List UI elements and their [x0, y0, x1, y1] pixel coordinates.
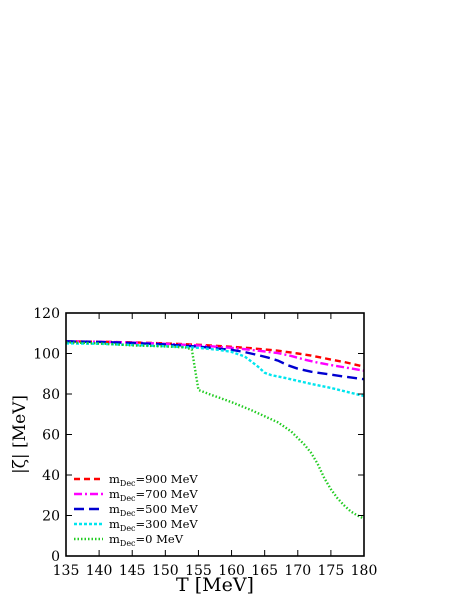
x-tick-label: 135 — [53, 563, 80, 579]
series-line-1 — [66, 340, 364, 372]
legend-label-4: mDec=0 MeV — [109, 532, 184, 548]
y-tick-label: 120 — [33, 306, 60, 322]
series-layer — [66, 340, 364, 520]
y-tick-label: 100 — [33, 347, 60, 363]
series-line-2 — [66, 340, 364, 381]
x-tick-label: 150 — [152, 563, 179, 579]
legend-label-0: mDec=900 MeV — [109, 472, 198, 488]
x-axis-label: T [MeV] — [176, 574, 254, 596]
x-tick-label: 175 — [318, 563, 345, 579]
x-tick-label: 155 — [185, 563, 212, 579]
x-tick-label: 180 — [351, 563, 378, 579]
x-tick-label: 160 — [218, 563, 245, 579]
series-line-4 — [66, 341, 364, 520]
x-tick-label: 165 — [251, 563, 278, 579]
y-tick-label: 40 — [42, 468, 60, 484]
y-tick-label: 20 — [42, 509, 60, 525]
legend-label-1: mDec=700 MeV — [109, 487, 198, 503]
series-line-0 — [66, 340, 364, 368]
legend-label-2: mDec=500 MeV — [109, 502, 198, 518]
y-tick-label: 60 — [42, 428, 60, 444]
x-tick-label: 145 — [119, 563, 146, 579]
y-tick-label: 80 — [42, 387, 60, 403]
ticks-layer: 135 140 145 150 155 160 165 170 175 180 0 20 40 60 80 1… — [33, 306, 377, 579]
y-axis-label: |ζ| [MeV] — [10, 395, 30, 474]
series-line-3 — [66, 342, 364, 398]
x-tick-label: 140 — [86, 563, 113, 579]
y-tick-label: 0 — [51, 549, 60, 565]
legend-label-3: mDec=300 MeV — [109, 517, 198, 533]
x-tick-label: 170 — [284, 563, 311, 579]
